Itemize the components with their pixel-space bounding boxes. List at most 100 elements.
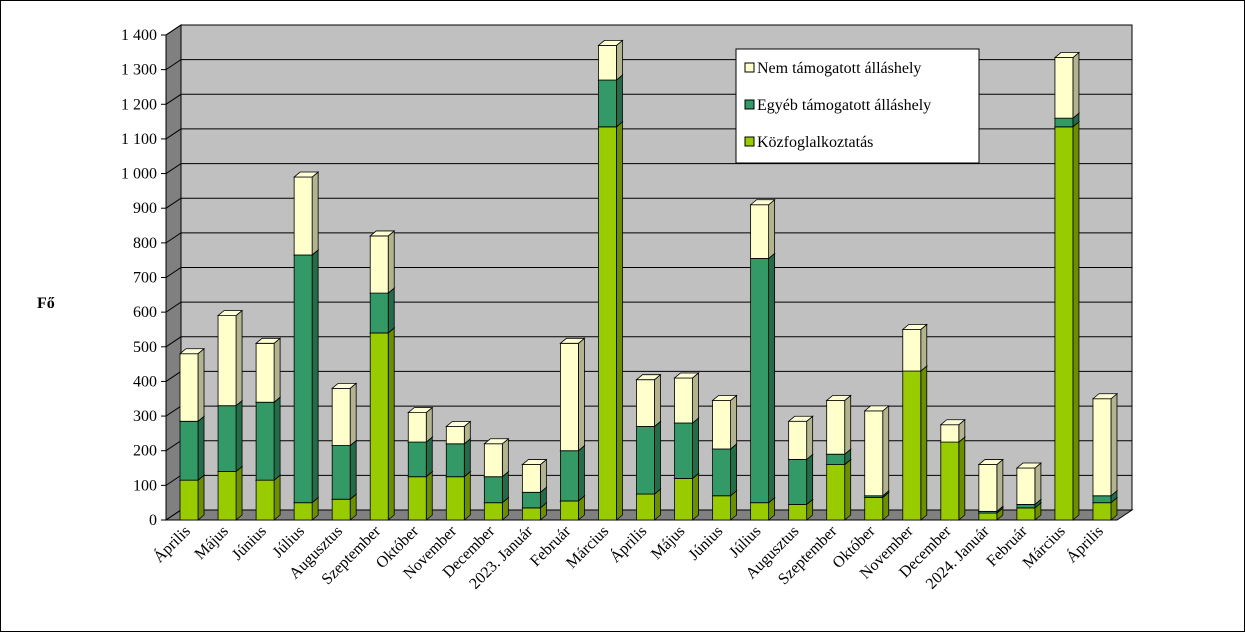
x-tick-label: Március — [563, 523, 612, 572]
bar-segment — [940, 424, 960, 443]
bar-segment-side — [844, 458, 852, 521]
bar-segment — [598, 44, 617, 81]
y-tick-label: 0 — [149, 512, 157, 529]
bar-segment — [750, 204, 770, 259]
bar-segment-top — [559, 337, 586, 344]
bar-segment — [712, 448, 731, 497]
bar-segment — [560, 500, 579, 521]
bar-segment — [826, 400, 846, 455]
bar-segment-side — [692, 372, 699, 424]
bar-group — [331, 382, 358, 521]
bar-segment — [217, 405, 237, 472]
bar-segment-top — [901, 324, 928, 330]
bar-segment-side — [349, 439, 357, 501]
gridline — [165, 197, 1132, 209]
bar-segment — [483, 502, 503, 521]
bar-segment-side — [616, 39, 623, 81]
bar-group — [825, 394, 852, 521]
bar-segment — [407, 476, 427, 521]
bar-segment-side — [235, 399, 243, 473]
bar-segment — [902, 329, 922, 372]
bar-segment-top — [977, 459, 1004, 465]
bar-segment-top — [863, 405, 890, 412]
bar-segment — [978, 512, 998, 521]
bar-segment-side — [616, 120, 623, 521]
bar-segment-top — [1015, 462, 1043, 469]
legend-swatch — [744, 62, 755, 73]
bar-segment — [788, 420, 808, 460]
bar-segment-top — [178, 348, 206, 355]
bar-group — [635, 373, 662, 521]
bar-segment-top — [331, 382, 358, 389]
bar-segment — [978, 464, 998, 512]
bar-segment — [636, 493, 655, 521]
bar-segment — [483, 476, 503, 504]
bar-group — [483, 437, 510, 521]
bar-segment-side — [1072, 51, 1080, 119]
y-tick-label: 1 100 — [121, 131, 157, 148]
bar-segment-side — [730, 394, 737, 450]
bar-segment — [864, 497, 884, 521]
bar-segment-top — [635, 374, 662, 381]
bar-segment — [445, 476, 465, 521]
bar-segment — [369, 292, 389, 334]
bar-segment-side — [501, 437, 509, 478]
bar-segment — [1092, 502, 1112, 521]
bar-segment-side — [425, 436, 433, 478]
bar-segment — [217, 315, 237, 407]
bar-segment — [712, 495, 731, 521]
bar-segment-side — [806, 415, 814, 461]
bar-segment-top — [483, 438, 510, 445]
bar-segment-side — [692, 472, 699, 521]
bar-segment — [255, 342, 275, 403]
y-tick-label: 800 — [133, 235, 157, 252]
bar-segment — [483, 443, 503, 478]
bar-segment-top — [521, 459, 548, 465]
bar-group — [1015, 462, 1043, 521]
bar-group — [293, 171, 320, 521]
bar-segment-side — [197, 474, 205, 521]
y-tick-label: 1 200 — [121, 96, 157, 113]
bar-segment — [1016, 507, 1036, 521]
y-tick-label: 600 — [133, 304, 157, 321]
legend-swatch — [744, 136, 755, 147]
legend: Nem támogatott álláshely Egyéb támogatott… — [735, 48, 980, 164]
x-tick-label: Május — [192, 523, 232, 563]
bar-group — [559, 337, 586, 521]
legend-box — [735, 48, 980, 164]
bar-group — [863, 405, 890, 521]
gridline — [165, 24, 1132, 36]
bar-segment-side — [1072, 120, 1080, 521]
bar-group — [977, 458, 1004, 521]
bar-segment-side — [654, 420, 661, 495]
bar-segment — [179, 479, 199, 521]
y-tick-label: 500 — [133, 339, 157, 356]
bar-segment-side — [920, 323, 928, 372]
bar-segment-side — [654, 373, 661, 428]
bar-segment-side — [273, 396, 281, 482]
y-axis-label: Fő — [37, 295, 55, 312]
bar-segment-side — [387, 327, 395, 521]
bar-group — [1053, 51, 1081, 521]
x-tick-label: Május — [648, 523, 688, 563]
bar-segment — [788, 504, 808, 521]
bar-segment-top — [825, 395, 852, 401]
gridline — [165, 336, 1132, 348]
bar-segment — [217, 471, 237, 521]
bar-segment — [445, 443, 465, 478]
bar-segment — [636, 379, 655, 427]
bar-group — [711, 394, 738, 521]
y-tick-label: 1 400 — [121, 27, 157, 44]
bar-segment — [940, 441, 960, 521]
bar-segment — [293, 176, 313, 256]
y-tick-label: 400 — [133, 373, 157, 390]
bar-segment — [255, 401, 275, 481]
gridline — [165, 232, 1132, 244]
bar-segment-side — [768, 252, 776, 504]
bar-segment — [712, 400, 731, 450]
bar-segment-side — [539, 458, 547, 494]
bar-segment — [293, 502, 313, 521]
bar-segment-side — [463, 470, 471, 521]
bar-segment-top — [749, 199, 776, 206]
